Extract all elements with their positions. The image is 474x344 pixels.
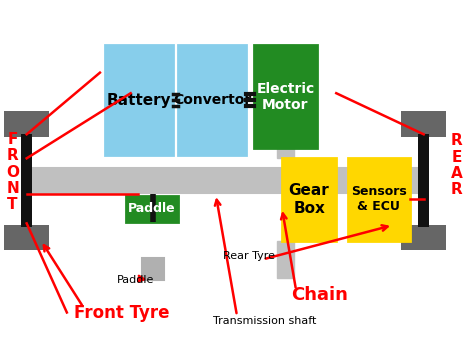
Bar [4, 225, 49, 250]
Bar [178, 45, 246, 155]
Bar [277, 240, 294, 278]
Text: Transmission shaft: Transmission shaft [213, 316, 317, 326]
Bar [143, 258, 164, 280]
Text: Electric
Motor: Electric Motor [256, 82, 315, 112]
Bar [126, 196, 178, 222]
Bar [4, 111, 49, 137]
Text: Battery: Battery [107, 93, 171, 108]
Text: Front Tyre: Front Tyre [74, 304, 169, 322]
Text: F
R
O
N
T: F R O N T [6, 132, 19, 212]
Text: Convertor: Convertor [173, 93, 251, 107]
Text: Rear Tyre: Rear Tyre [223, 251, 275, 261]
Bar [254, 45, 318, 148]
Bar [105, 45, 173, 155]
Text: Paddle: Paddle [117, 275, 154, 286]
Text: R
E
A
R: R E A R [451, 133, 463, 197]
Text: Gear
Box: Gear Box [289, 183, 329, 216]
Bar [348, 158, 410, 240]
Bar [282, 158, 336, 240]
Bar [401, 111, 446, 137]
Bar [21, 134, 32, 227]
Text: Chain: Chain [292, 287, 348, 304]
Bar [401, 225, 446, 250]
Text: Sensors
& ECU: Sensors & ECU [351, 185, 407, 213]
Bar [27, 168, 424, 193]
Bar [277, 45, 294, 158]
Bar [419, 134, 429, 227]
Text: Paddle: Paddle [128, 202, 176, 215]
